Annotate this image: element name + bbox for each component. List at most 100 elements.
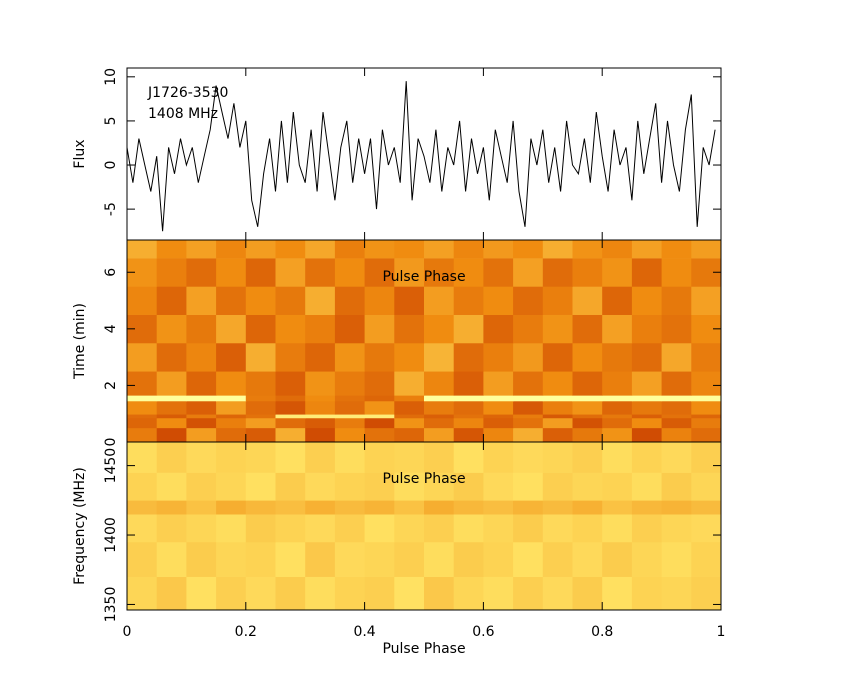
heat-cell xyxy=(602,400,633,415)
heat-cell xyxy=(513,541,544,577)
heat-cell xyxy=(156,400,187,415)
y-tick-label: 1350 xyxy=(103,587,119,623)
heat-cell xyxy=(453,472,484,501)
y-tick-label: 2 xyxy=(103,381,119,390)
heat-cell xyxy=(513,500,544,515)
heat-cell xyxy=(542,414,573,419)
heat-cell xyxy=(156,541,187,577)
heat-cell xyxy=(572,286,603,315)
heat-cell xyxy=(602,514,633,543)
heat-cell xyxy=(394,395,425,402)
heat-cell xyxy=(394,472,425,501)
heat-cell xyxy=(245,395,276,402)
heat-cell xyxy=(394,240,425,259)
heat-cell xyxy=(127,427,158,443)
heat-cell xyxy=(453,541,484,577)
y-tick-label: 10 xyxy=(103,68,119,86)
annotation: 1408 MHz xyxy=(148,106,218,122)
heat-cell xyxy=(542,442,573,473)
heat-cell xyxy=(602,442,633,473)
heat-cell xyxy=(661,414,692,419)
heat-cell xyxy=(453,427,484,443)
heat-cell xyxy=(513,395,544,402)
heat-cell xyxy=(216,240,247,259)
heat-cell xyxy=(542,514,573,543)
heat-cell xyxy=(513,414,544,419)
heat-cell xyxy=(453,414,484,419)
heat-cell xyxy=(334,417,366,429)
heat-cell xyxy=(483,400,514,415)
heat-cell xyxy=(216,314,247,344)
panel-label: Pulse Phase xyxy=(382,471,465,487)
heat-cell xyxy=(483,541,514,577)
heat-cell xyxy=(453,314,484,344)
heat-cell xyxy=(186,442,217,473)
heat-cell xyxy=(691,514,722,543)
heat-cell xyxy=(334,400,366,415)
heat-cell xyxy=(334,286,366,315)
heat-cell xyxy=(127,472,158,501)
panel-frame xyxy=(126,441,722,611)
heat-cell xyxy=(364,514,395,543)
heat-cell xyxy=(631,427,663,443)
heat-cell xyxy=(245,414,276,419)
heat-cell xyxy=(542,417,573,429)
heat-cell xyxy=(453,442,484,473)
heat-cell xyxy=(483,314,514,344)
heat-cell xyxy=(275,500,306,515)
heat-cell xyxy=(127,414,158,419)
heat-cell xyxy=(216,414,247,419)
heat-cell xyxy=(513,286,544,315)
heat-cell xyxy=(424,541,455,577)
heat-cell xyxy=(305,240,336,259)
heat-cell xyxy=(542,240,573,259)
heat-cell xyxy=(572,541,603,577)
heat-cell xyxy=(186,258,217,287)
heat-cell xyxy=(127,514,158,543)
heat-cell xyxy=(513,514,544,543)
heat-cell xyxy=(275,314,306,344)
heat-cell xyxy=(216,427,247,443)
heat-cell xyxy=(453,240,484,259)
heat-cell xyxy=(305,576,336,611)
heat-cell xyxy=(245,576,276,611)
heat-cell xyxy=(691,240,722,259)
heat-cell xyxy=(334,541,366,577)
heat-cell xyxy=(513,472,544,501)
heat-cell xyxy=(513,576,544,611)
annotation: J1726-3530 xyxy=(147,85,228,101)
heat-cell xyxy=(364,576,395,611)
heat-cell xyxy=(661,286,692,315)
heat-cell xyxy=(602,427,633,443)
heat-cell xyxy=(394,342,425,372)
heat-cell xyxy=(513,417,544,429)
heat-cell xyxy=(661,472,692,501)
heat-cell xyxy=(156,576,187,611)
heat-cell xyxy=(334,427,366,443)
x-axis-label: Pulse Phase xyxy=(382,641,465,657)
panel-label: Pulse Phase xyxy=(382,269,465,285)
flux-line xyxy=(126,81,716,232)
heat-cell xyxy=(334,371,366,396)
heat-cell xyxy=(542,472,573,501)
heat-cell xyxy=(364,258,395,287)
heat-cell xyxy=(513,240,544,259)
heat-cell xyxy=(483,395,514,402)
heat-cell xyxy=(572,442,603,473)
heat-cell xyxy=(275,400,306,415)
heat-cell xyxy=(631,400,663,415)
heat-cell xyxy=(602,371,633,396)
heat-cell xyxy=(334,414,366,419)
heat-cell xyxy=(156,258,187,287)
heat-cell xyxy=(394,314,425,344)
heat-cell xyxy=(453,395,484,402)
heat-cell xyxy=(275,414,306,419)
heat-cell xyxy=(394,576,425,611)
heat-cell xyxy=(127,442,158,473)
heat-cell xyxy=(245,342,276,372)
heat-cell xyxy=(275,576,306,611)
heat-cell xyxy=(216,286,247,315)
heat-cell xyxy=(156,240,187,259)
x-tick-label: 0.6 xyxy=(472,624,494,640)
heat-cell xyxy=(216,541,247,577)
